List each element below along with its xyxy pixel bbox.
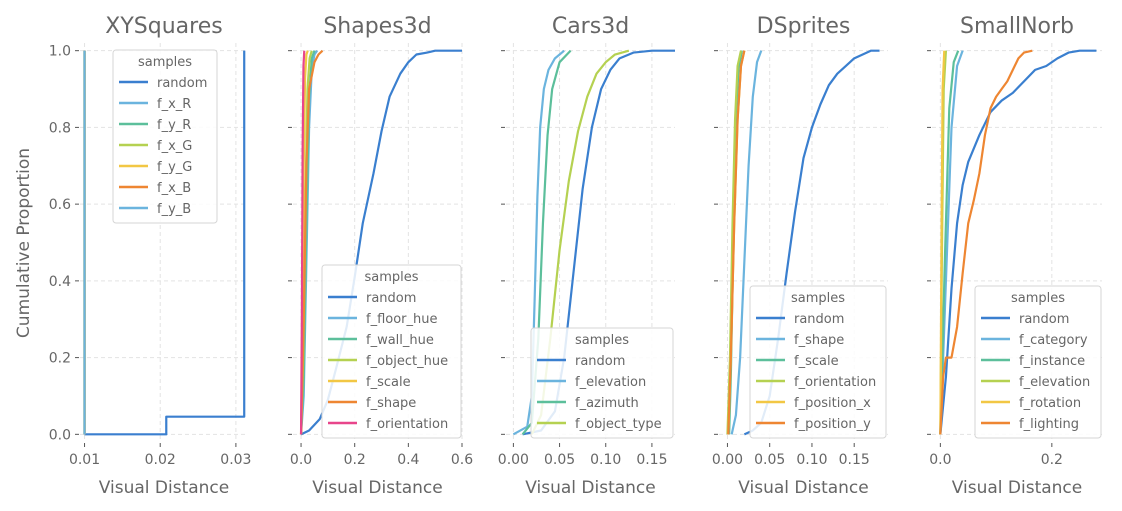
legend-box <box>321 264 462 439</box>
legend-entry-label: f_orientation <box>794 375 876 390</box>
legend-title: samples <box>1011 291 1065 306</box>
legend-title: samples <box>364 270 418 285</box>
chart-panel-3: 0.00 0.05 0.10 0.15 Cars3d Visual Distance sam… <box>498 14 675 498</box>
x-tick-label: 0.10 <box>590 452 621 468</box>
series-line-f_shape <box>299 49 324 435</box>
chart-panel-4: 0.00 0.05 0.10 0.15 DSprites Visual Distance s… <box>712 14 888 498</box>
chart-title: DSprites <box>757 14 851 39</box>
chart-panel-5: 0.0 0.2 SmallNorb Visual Distance samples ran… <box>927 14 1102 498</box>
y-tick-label: 0.2 <box>49 351 71 367</box>
legend-title: samples <box>575 333 629 348</box>
series-line-random <box>939 49 1097 435</box>
legend-entry-label: f_position_x <box>794 396 871 411</box>
legend-entry-label: random <box>794 312 844 327</box>
legend: samples random f_x_R f_y_R f_x_G f_y_G f_x_B f_… <box>112 49 218 224</box>
legend-entry-label: f_wall_hue <box>366 333 434 348</box>
x-tick-label: 0.2 <box>344 452 366 468</box>
y-tick-label: 0.0 <box>49 427 71 443</box>
legend-entry-label: f_rotation <box>1019 396 1081 411</box>
x-tick-label: 0.05 <box>544 452 575 468</box>
legend-entry-label: f_instance <box>1019 354 1085 369</box>
legend-entry-label: f_floor_hue <box>366 312 438 327</box>
chart-title: Cars3d <box>552 14 629 39</box>
legend-entry-label: f_shape <box>366 396 416 411</box>
x-axis-label: Visual Distance <box>952 478 1083 498</box>
legend-entry-label: f_azimuth <box>575 396 639 411</box>
chart-title: XYSquares <box>105 14 222 39</box>
legend-entry-label: f_elevation <box>575 375 646 390</box>
legend: samples random f_shape f_scale f_orientation… <box>749 285 887 439</box>
x-tick-label: 0.0 <box>929 452 951 468</box>
y-tick-label: 0.4 <box>49 274 71 290</box>
y-tick-label: 0.6 <box>49 197 71 213</box>
x-tick-label: 0.0 <box>290 452 312 468</box>
legend-entry-label: f_lighting <box>1019 417 1079 432</box>
legend-entry-label: f_x_G <box>157 139 192 154</box>
legend-entry-label: f_category <box>1019 333 1088 348</box>
legend-entry-label: f_y_B <box>157 202 191 217</box>
legend-entry-label: f_x_B <box>157 181 191 196</box>
x-tick-label: 0.6 <box>451 452 473 468</box>
legend-title: samples <box>791 291 845 306</box>
legend-box <box>530 327 674 439</box>
legend-box <box>974 285 1102 439</box>
y-axis-label: Cumulative Proportion <box>14 148 34 338</box>
legend-entry-label: f_shape <box>794 333 844 348</box>
x-tick-label: 0.2 <box>1041 452 1063 468</box>
chart-panel-1: 0.0 0.2 0.4 0.6 0.8 1.0 0.01 0.02 0.03 XYSquares V… <box>49 14 252 498</box>
legend-entry-label: f_x_R <box>157 97 191 112</box>
x-tick-label: 0.03 <box>220 452 251 468</box>
legend-title: samples <box>138 55 192 70</box>
x-tick-label: 0.4 <box>397 452 419 468</box>
legend: samples random f_elevation f_azimuth f_objec… <box>530 327 674 439</box>
legend-entry-label: f_scale <box>794 354 839 369</box>
x-axis-label: Visual Distance <box>99 478 230 498</box>
series-line-f_instance <box>939 50 960 435</box>
legend-entry-label: f_y_G <box>157 160 192 175</box>
series-line-f_lighting <box>939 49 1033 435</box>
x-tick-label: 0.00 <box>712 452 743 468</box>
y-tick-label: 1.0 <box>49 44 71 60</box>
x-axis-label: Visual Distance <box>525 478 656 498</box>
legend-entry-label: f_object_hue <box>366 354 448 369</box>
series-line-random <box>84 50 246 436</box>
legend-entry-label: random <box>366 291 416 306</box>
series-line-f_rotation <box>939 50 946 435</box>
legend-entry-label: random <box>1019 312 1069 327</box>
legend-box <box>112 49 218 224</box>
chart-title: SmallNorb <box>960 14 1074 39</box>
legend-entry-label: f_orientation <box>366 417 448 432</box>
legend-box <box>749 285 887 439</box>
x-axis-label: Visual Distance <box>738 478 869 498</box>
legend-entry-label: f_elevation <box>1019 375 1090 390</box>
series-line-f_shape <box>730 50 763 435</box>
y-tick-label: 0.8 <box>49 120 71 136</box>
chart-panel-2: 0.0 0.2 0.4 0.6 Shapes3d Visual Distance sampl… <box>288 14 473 498</box>
x-tick-label: 0.02 <box>145 452 176 468</box>
legend: samples random f_floor_hue f_wall_hue f_obje… <box>321 264 462 439</box>
legend-entry-label: f_scale <box>366 375 411 390</box>
legend: samples random f_category f_instance f_eleva… <box>974 285 1102 439</box>
x-tick-label: 0.15 <box>636 452 667 468</box>
legend-entry-label: f_y_R <box>157 118 191 133</box>
series-line-f_position_y <box>727 50 746 435</box>
x-tick-label: 0.00 <box>498 452 529 468</box>
series-line-f_elevation <box>512 49 565 436</box>
legend-entry-label: random <box>575 354 625 369</box>
legend-entry-label: f_position_y <box>794 417 871 432</box>
series-line-f_orientation <box>299 50 306 435</box>
legend-entry-label: random <box>157 76 207 91</box>
x-tick-label: 0.05 <box>754 452 785 468</box>
x-tick-label: 0.10 <box>796 452 827 468</box>
x-axis-label: Visual Distance <box>312 478 443 498</box>
legend-entry-label: f_object_type <box>575 417 662 432</box>
x-tick-label: 0.15 <box>839 452 870 468</box>
x-tick-label: 0.01 <box>69 452 100 468</box>
chart-title: Shapes3d <box>323 14 431 39</box>
